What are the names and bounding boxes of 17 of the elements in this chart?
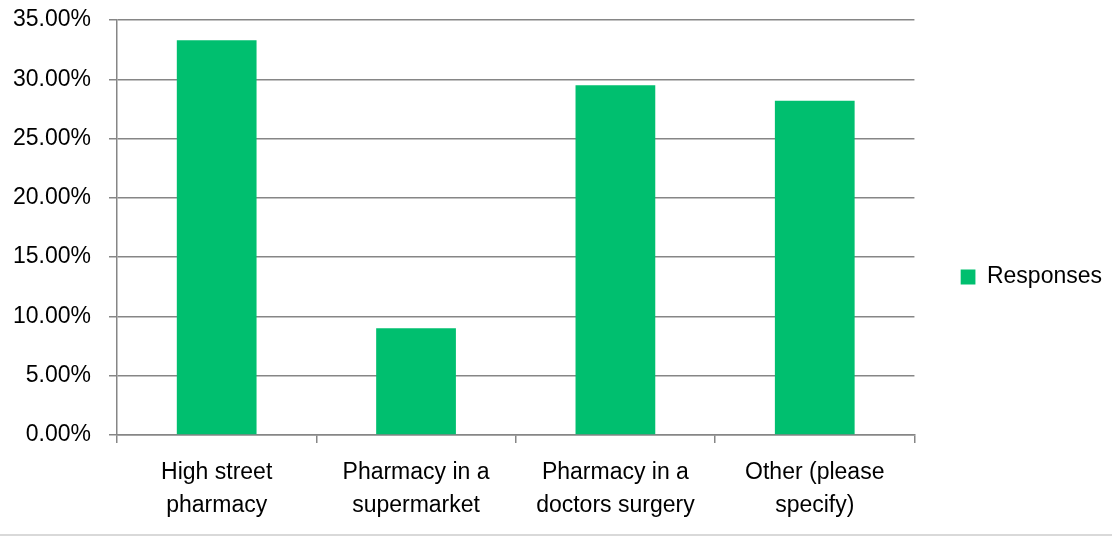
y-tick-label: 35.00% [12,5,91,32]
bar [176,40,257,435]
y-tick-label: 10.00% [12,301,91,328]
x-tick-label: Other (please specify) [745,458,885,517]
x-tick-label: High street pharmacy [161,458,273,517]
y-tick-label: 15.00% [12,242,91,269]
y-tick-label: 0.00% [25,420,91,447]
y-tick-label: 5.00% [25,361,91,388]
x-tick-label: Pharmacy in a supermarket [342,458,490,517]
bar [376,328,456,435]
y-tick-label: 30.00% [12,64,91,91]
y-tick-label: 25.00% [12,123,91,150]
legend-label: Responses [986,262,1103,289]
bar [575,85,656,435]
y-tick-label: 20.00% [12,183,91,210]
bar [774,100,855,435]
x-tick-label: Pharmacy in a doctors surgery [536,458,696,517]
